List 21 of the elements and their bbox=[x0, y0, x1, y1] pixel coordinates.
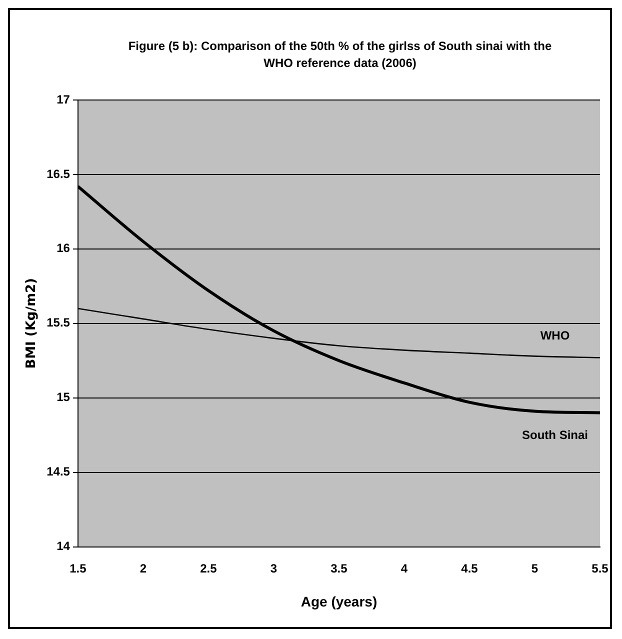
y-axis-title: BMI (Kg/m2) bbox=[24, 278, 40, 369]
x-tick-label: 2 bbox=[140, 561, 147, 576]
x-tick-label: 5 bbox=[531, 561, 538, 576]
x-tick-label: 1.5 bbox=[70, 561, 87, 576]
x-tick-label: 3.5 bbox=[330, 561, 348, 576]
chart-title: Figure (5 b): Comparison of the 50th % of the girlss of South sinai with the WHO reference data (2006) bbox=[128, 39, 552, 70]
y-tick-label: 15.5 bbox=[46, 316, 70, 330]
series-label: South Sinai bbox=[522, 428, 588, 442]
y-tick-label: 16.5 bbox=[46, 166, 70, 181]
series-label: WHO bbox=[540, 328, 570, 343]
x-tick-label: 2.5 bbox=[200, 561, 218, 576]
x-axis-title: Age (years) bbox=[300, 593, 378, 610]
y-tick-label: 15 bbox=[56, 390, 70, 404]
x-tick-label: 5.5 bbox=[592, 561, 609, 576]
x-tick-label: 4 bbox=[400, 561, 408, 576]
y-tick-label: 17 bbox=[56, 92, 70, 106]
y-tick-label: 16 bbox=[56, 241, 70, 256]
y-tick-label: 14.5 bbox=[46, 464, 70, 479]
y-tick-label: 14 bbox=[56, 539, 70, 554]
x-tick-label: 3 bbox=[270, 561, 278, 576]
x-tick-label: 4.5 bbox=[461, 561, 478, 576]
